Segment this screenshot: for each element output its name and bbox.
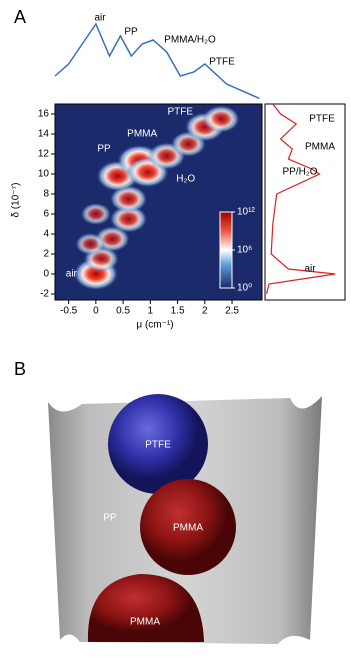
colorbar bbox=[219, 211, 233, 289]
side-frame bbox=[264, 103, 346, 301]
density-peak bbox=[202, 105, 240, 133]
profile-label: PMMA/H₂O bbox=[164, 35, 216, 46]
y-axis-label: δ (10⁻⁷) bbox=[11, 182, 22, 217]
sphere bbox=[87, 574, 204, 642]
x-tick-label: 1.5 bbox=[171, 306, 185, 317]
peak-label: PTFE bbox=[168, 107, 194, 118]
x-tick-label: 2.5 bbox=[225, 306, 239, 317]
panel-label: A bbox=[14, 7, 26, 27]
colorbar-tick-label: 10¹² bbox=[237, 207, 255, 218]
y-tick-label: 0 bbox=[43, 269, 49, 280]
x-tick-label: 1 bbox=[148, 306, 154, 317]
x-tick-label: 2 bbox=[202, 306, 208, 317]
y-tick-label: 6 bbox=[43, 209, 49, 220]
profile-label: PMMA bbox=[305, 142, 335, 153]
y-tick-label: 12 bbox=[38, 149, 50, 160]
x-tick-label: 0 bbox=[93, 306, 99, 317]
heatmap bbox=[73, 105, 240, 290]
peak-label: PP bbox=[97, 144, 111, 155]
panel-label: B bbox=[14, 359, 26, 379]
peak-label: PMMA bbox=[127, 129, 157, 140]
y-tick-label: -2 bbox=[40, 289, 49, 300]
profile-label: air bbox=[304, 264, 316, 275]
density-peak bbox=[80, 203, 111, 225]
object-label: PMMA bbox=[130, 617, 160, 628]
y-tick-label: 4 bbox=[43, 229, 49, 240]
profile-label: PTFE bbox=[309, 114, 335, 125]
colorbar-tick-label: 10⁶ bbox=[237, 245, 252, 256]
x-tick-label: 0.5 bbox=[116, 306, 130, 317]
y-tick-label: 8 bbox=[43, 189, 49, 200]
profile-label: air bbox=[94, 13, 106, 24]
side-profile bbox=[266, 103, 336, 295]
object-label: PMMA bbox=[173, 523, 203, 534]
y-tick-label: 10 bbox=[38, 169, 50, 180]
density-peak bbox=[75, 233, 106, 255]
object-label: PP bbox=[103, 513, 117, 524]
profile-label: PP/H₂O bbox=[283, 167, 318, 178]
y-tick-label: 16 bbox=[38, 109, 50, 120]
density-peak bbox=[110, 205, 148, 233]
top-profile bbox=[54, 22, 260, 100]
y-tick-label: 14 bbox=[38, 129, 50, 140]
x-axis-label: μ (cm⁻¹) bbox=[136, 320, 173, 331]
sphere bbox=[108, 394, 208, 494]
y-tick-label: 2 bbox=[43, 249, 49, 260]
object-label: PTFE bbox=[145, 440, 171, 451]
peak-label: air bbox=[66, 269, 78, 280]
sphere bbox=[140, 479, 236, 575]
density-peak bbox=[110, 185, 148, 213]
profile-label: PP bbox=[124, 27, 138, 38]
profile-label: PTFE bbox=[209, 57, 235, 68]
colorbar-tick-label: 10⁰ bbox=[237, 283, 252, 294]
peak-label: H₂O bbox=[176, 174, 195, 185]
x-tick-label: -0.5 bbox=[60, 306, 78, 317]
